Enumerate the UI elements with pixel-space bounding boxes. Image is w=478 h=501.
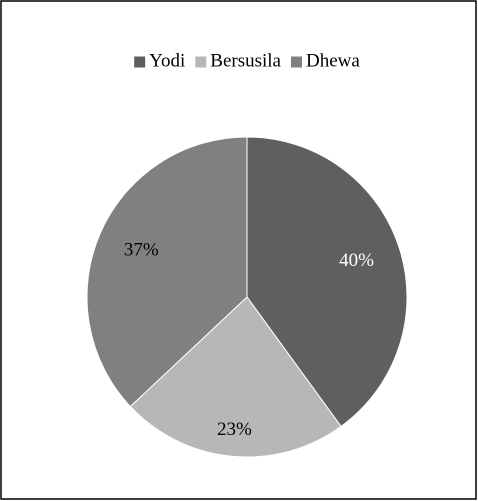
legend-label: Dhewa [306,50,360,71]
legend: Yodi Bersusila Dhewa [134,50,360,71]
data-label: 37% [124,240,159,261]
legend-label: Yodi [149,50,185,71]
legend-marker [195,56,207,68]
pie-slice [129,296,342,458]
legend-marker [291,56,303,68]
data-label: 40% [339,250,374,271]
pie-slice [86,136,248,408]
legend-marker [134,56,146,68]
legend-label: Bersusila [210,50,281,71]
pie-slice [246,136,408,428]
data-label: 23% [217,419,252,440]
